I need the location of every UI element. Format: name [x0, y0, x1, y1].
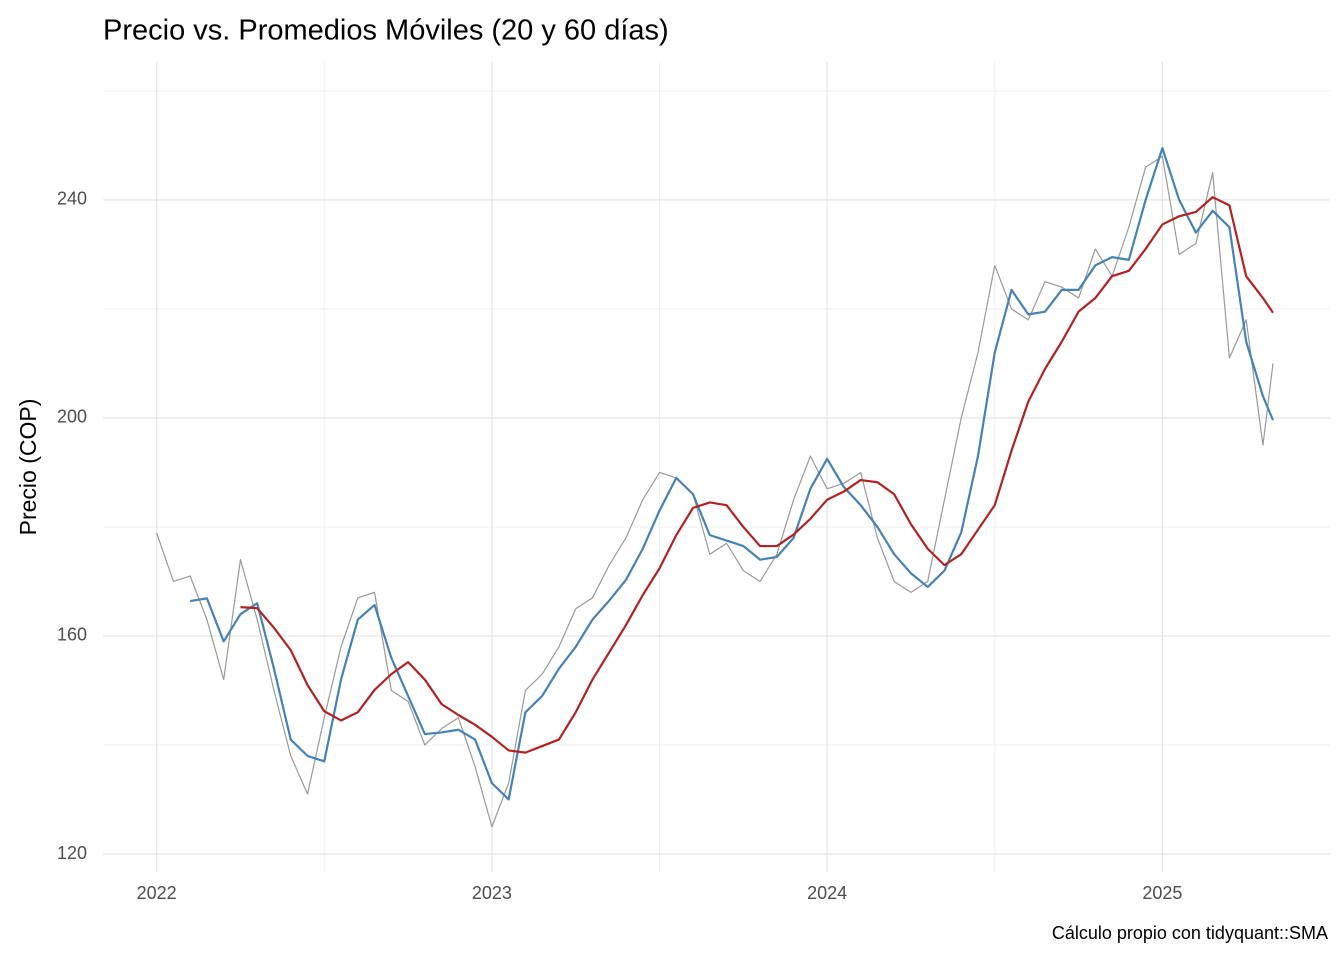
- y-axis-label: Precio (COP): [15, 399, 41, 536]
- series-line: [156, 155, 1274, 828]
- y-tick-label: 120: [57, 843, 87, 863]
- y-tick-label: 160: [57, 625, 87, 645]
- x-tick-label: 2024: [807, 883, 847, 903]
- chart-title: Precio vs. Promedios Móviles (20 y 60 dí…: [103, 15, 669, 47]
- x-tick-label: 2022: [137, 883, 177, 903]
- x-tick-label: 2023: [472, 883, 512, 903]
- series-line: [189, 147, 1275, 801]
- y-tick-label: 200: [57, 407, 87, 427]
- y-tick-label: 240: [57, 189, 87, 209]
- series-line: [240, 196, 1274, 754]
- caption: Cálculo propio con tidyquant::SMA: [1052, 923, 1328, 943]
- x-tick-label: 2025: [1142, 883, 1182, 903]
